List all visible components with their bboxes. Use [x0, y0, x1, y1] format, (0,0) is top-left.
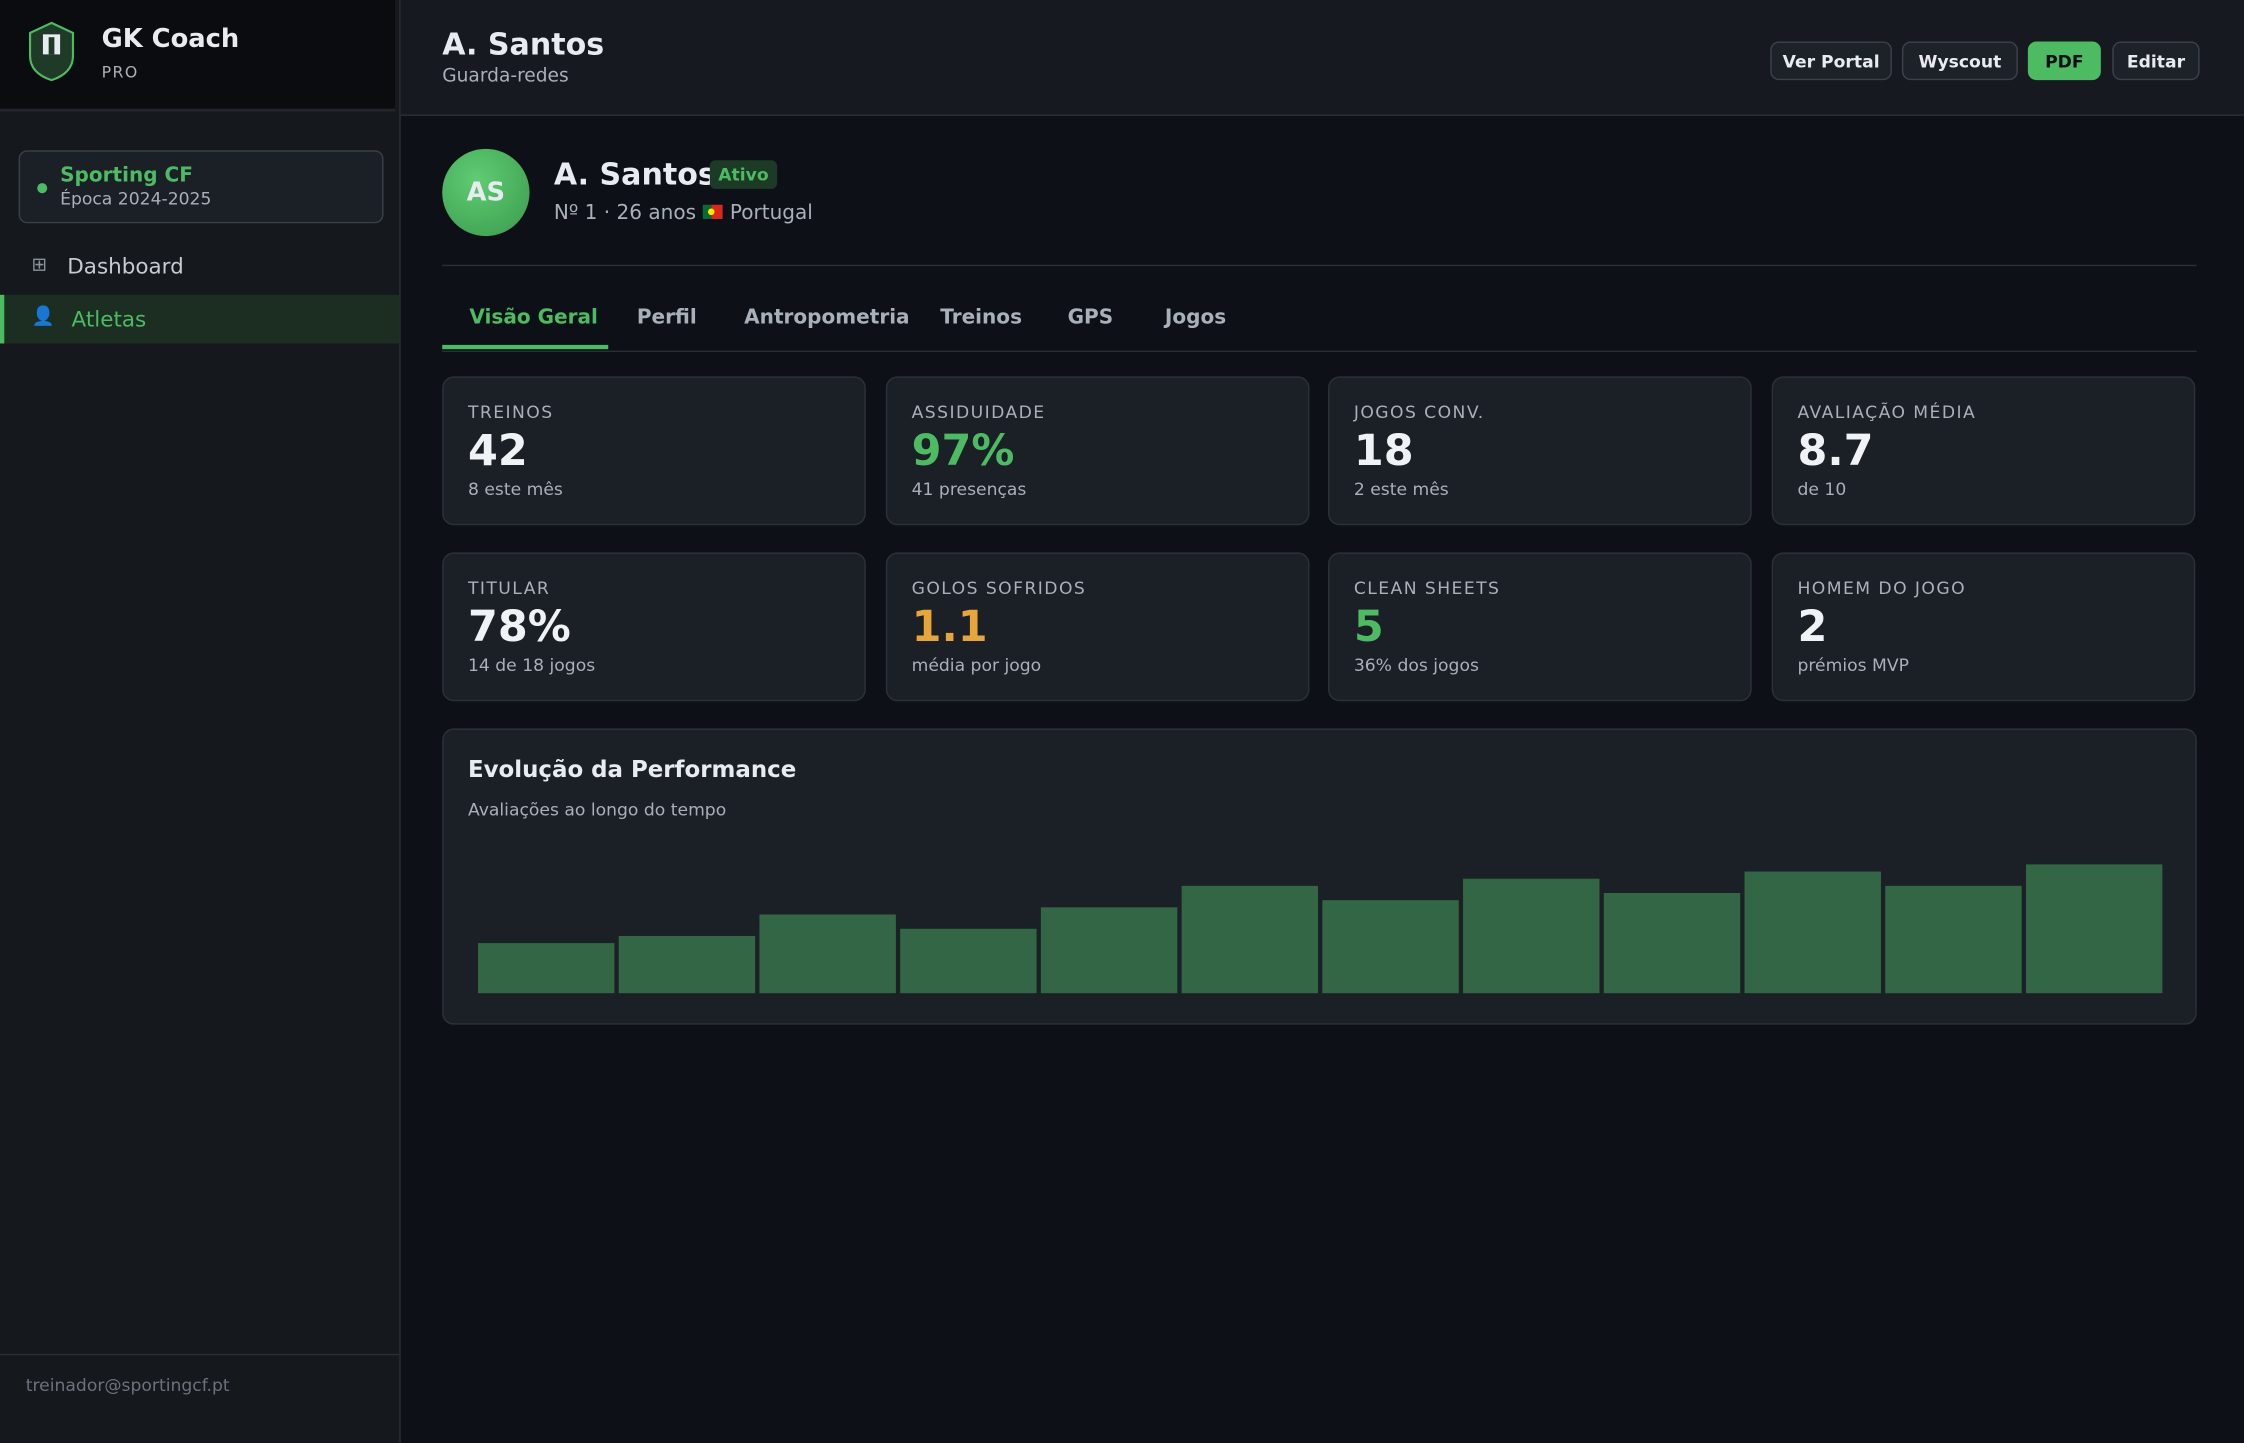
tab-border	[442, 350, 2197, 353]
flag	[702, 204, 723, 219]
nav-item[interactable]: ⊞ Dashboard	[0, 246, 399, 289]
stat-sub: média por jogo	[911, 655, 1042, 676]
bar	[2025, 864, 2163, 994]
logo-icon	[28, 21, 75, 82]
stat-value: 97%	[911, 426, 1015, 477]
tab[interactable]: Jogos	[1164, 306, 1227, 330]
stat-sub: 41 presenças	[911, 479, 1027, 500]
tab[interactable]: Antropometria	[744, 306, 910, 330]
button[interactable]: Wyscout	[1901, 41, 2018, 81]
stat-label: GOLOS SOFRIDOS	[911, 578, 1087, 599]
app-name: GK Coach	[101, 24, 240, 55]
stat-card: ASSIDUIDADE 97% 41 presenças	[885, 376, 1310, 526]
stat-label: JOGOS CONV.	[1353, 402, 1485, 423]
nav-label: Atletas	[71, 306, 147, 333]
status-dot	[37, 183, 48, 194]
nav-icon: ⊞	[31, 254, 48, 277]
stat-sub: 14 de 18 jogos	[467, 655, 596, 676]
stat-sub: de 10	[1797, 479, 1847, 500]
stat-value: 18	[1353, 426, 1414, 477]
stat-value: 2	[1797, 602, 1828, 653]
nav-item-active[interactable]: 👤 Atletas	[0, 294, 400, 344]
stat-card: AVALIAÇÃO MÉDIA 8.7 de 10	[1771, 376, 2196, 526]
bar	[900, 928, 1037, 994]
stat-label: TITULAR	[467, 578, 551, 599]
tab-indicator	[442, 344, 609, 350]
bar	[759, 914, 896, 994]
header: A. Santos Guarda-redes Ver Portal Wyscou…	[400, 0, 2244, 116]
stat-label: TREINOS	[467, 402, 554, 423]
bar	[1040, 907, 1178, 994]
header-subtitle: Guarda-redes	[442, 65, 569, 88]
user-email: treinador@sportingcf.pt	[25, 1375, 230, 1396]
bar	[1181, 885, 1319, 994]
sidebar: GK Coach PRO Sporting CF Época 2024-2025…	[0, 0, 401, 1443]
season: Época 2024-2025	[60, 188, 212, 209]
stat-label: ASSIDUIDADE	[911, 402, 1046, 423]
bar	[1885, 885, 2022, 994]
stat-label: CLEAN SHEETS	[1353, 578, 1501, 599]
stat-card: HOMEM DO JOGO 2 prémios MVP	[1771, 552, 2196, 702]
divider	[0, 1353, 400, 1356]
nav-icon: 👤	[31, 306, 55, 328]
button[interactable]: PDF	[2027, 41, 2101, 81]
stat-value: 1.1	[911, 602, 988, 653]
club-box[interactable]: Sporting CF Época 2024-2025	[18, 150, 384, 224]
stat-card: JOGOS CONV. 18 2 este mês	[1328, 376, 1752, 526]
chart-card: Evolução da Performance Avaliações ao lo…	[442, 728, 2197, 1025]
stat-card: GOLOS SOFRIDOS 1.1 média por jogo	[885, 552, 1310, 702]
stat-value: 42	[467, 426, 528, 477]
profile-country: Portugal	[729, 201, 813, 225]
profile-info: Nº 1 · 26 anos ·	[553, 201, 709, 225]
button[interactable]: Editar	[2112, 41, 2200, 81]
bar	[618, 935, 756, 994]
avatar: AS	[442, 148, 530, 237]
club-name: Sporting CF	[60, 164, 193, 188]
chart-subtitle: Avaliações ao longo do tempo	[467, 799, 727, 821]
stat-value: 78%	[467, 602, 571, 653]
button[interactable]: Ver Portal	[1770, 41, 1892, 81]
stat-value: 8.7	[1797, 426, 1874, 477]
divider	[442, 264, 2197, 267]
bar	[1603, 893, 1741, 994]
stat-value: 5	[1353, 602, 1384, 653]
tab[interactable]: Treinos	[940, 306, 1023, 330]
tab-active[interactable]: Visão Geral	[469, 306, 598, 330]
stat-label: HOMEM DO JOGO	[1797, 578, 1967, 599]
bar	[1463, 878, 1600, 994]
stat-card: CLEAN SHEETS 5 36% dos jogos	[1328, 552, 1752, 702]
stat-sub: prémios MVP	[1797, 655, 1909, 676]
stat-label: AVALIAÇÃO MÉDIA	[1797, 402, 1977, 423]
stat-sub: 2 este mês	[1353, 479, 1449, 500]
bar	[477, 943, 615, 994]
header-title: A. Santos	[442, 27, 605, 62]
tab[interactable]: GPS	[1067, 306, 1114, 330]
chart-title: Evolução da Performance	[467, 755, 797, 783]
tier: PRO	[101, 62, 139, 82]
stat-card: TITULAR 78% 14 de 18 jogos	[442, 552, 866, 702]
nav-label: Dashboard	[67, 253, 184, 280]
logo-area: GK Coach PRO	[0, 0, 395, 112]
tab[interactable]: Perfil	[636, 306, 697, 330]
stat-card: TREINOS 42 8 este mês	[442, 376, 866, 526]
stat-sub: 36% dos jogos	[1353, 655, 1479, 676]
profile-name: A. Santos	[553, 157, 716, 192]
bar-chart	[477, 864, 2163, 994]
bar	[1744, 871, 1881, 994]
stat-sub: 8 este mês	[467, 479, 563, 500]
bar	[1322, 900, 1459, 994]
status-badge: Ativo	[709, 160, 778, 189]
